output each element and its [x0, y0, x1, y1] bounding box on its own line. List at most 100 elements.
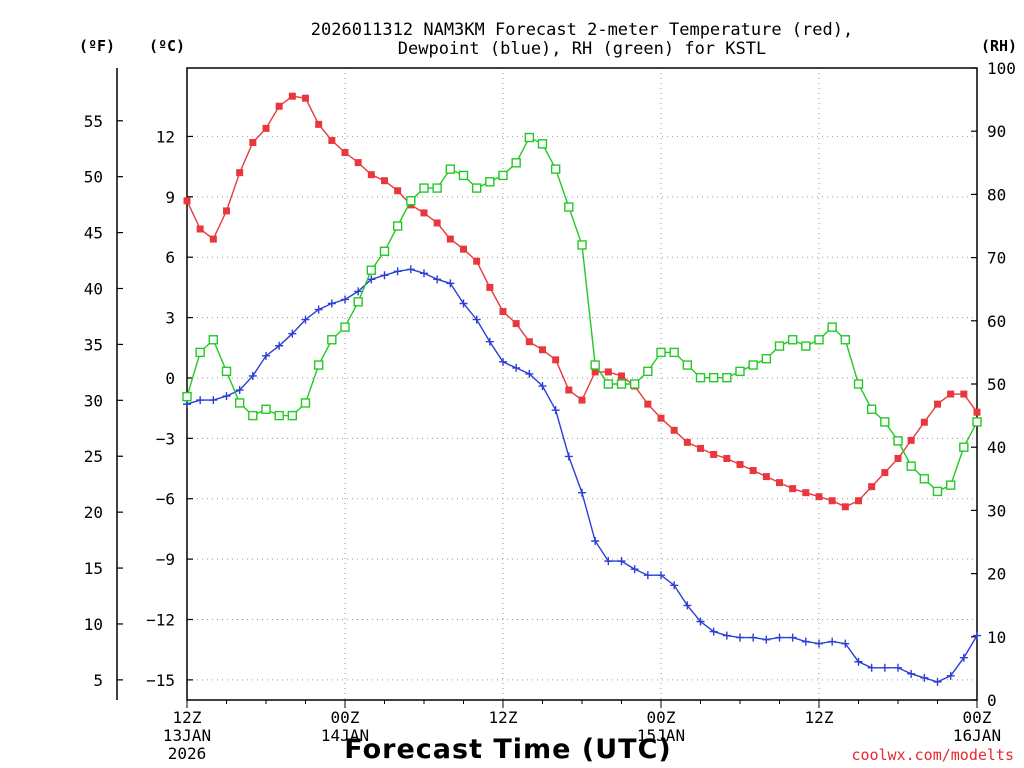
dewpoint-point [209, 396, 218, 405]
temperature-point [697, 444, 704, 452]
dewpoint-point [196, 396, 205, 405]
temperature-point [973, 408, 981, 416]
celsius-tick-label: 6 [165, 248, 175, 267]
temperature-point [802, 489, 810, 497]
dewpoint-point [683, 601, 692, 610]
rh-point [669, 347, 679, 358]
rh-point [498, 170, 508, 181]
rh-axis-label: (RH) [981, 37, 1017, 55]
dewpoint-point [301, 315, 310, 324]
rh-point [340, 322, 350, 332]
temperature-point [302, 94, 309, 102]
temperature-point [565, 386, 573, 394]
dewpoint-point [551, 406, 560, 415]
dewpoint-point [525, 369, 534, 378]
rh-point [274, 410, 284, 421]
temperature-point [354, 159, 362, 167]
temperature-point [855, 497, 862, 505]
x-tick-label-time: 12Z [489, 708, 518, 727]
temperature-point [776, 479, 783, 487]
rh-point [445, 164, 456, 174]
dewpoint-point [380, 271, 389, 280]
dewpoint-point [841, 639, 850, 648]
rh-point [590, 360, 600, 370]
rh-tick-label: 60 [987, 312, 1006, 331]
dewpoint-point [459, 299, 468, 308]
dewpoint-point [643, 571, 652, 580]
dewpoint-point [670, 581, 679, 590]
rh-point [643, 366, 653, 377]
dewpoint-point [736, 633, 744, 642]
temperature-point [446, 235, 454, 243]
x-tick-label-time: 12Z [805, 708, 834, 727]
rh-point [932, 486, 943, 497]
rh-point [748, 360, 758, 370]
rh-point [695, 372, 706, 383]
dewpoint-point [314, 305, 323, 314]
dewpoint-point [538, 382, 547, 391]
fahrenheit-tick-label: 20 [84, 503, 103, 522]
dewpoint-point [341, 295, 349, 304]
temperature-point [894, 454, 902, 462]
rh-point [577, 240, 587, 250]
rh-point [313, 360, 324, 370]
dewpoint-point [854, 657, 863, 666]
dewpoint-point [499, 357, 507, 366]
rh-point [221, 366, 232, 377]
rh-point [471, 183, 482, 193]
dewpoint-point [762, 635, 771, 644]
temperature-point [644, 400, 652, 408]
dewpoint-point [867, 663, 876, 672]
temperature-point [539, 346, 546, 354]
rh-point [945, 480, 956, 490]
rh-point [603, 379, 614, 389]
temperature-point [657, 414, 665, 422]
temperature-point [275, 102, 283, 110]
dewpoint-point [433, 275, 442, 284]
celsius-axis-label: (ºC) [149, 37, 185, 55]
fahrenheit-tick-label: 10 [84, 615, 103, 634]
fahrenheit-axis-label: (ºF) [79, 37, 115, 55]
celsius-tick-label: −6 [156, 490, 175, 509]
temperature-point [762, 473, 770, 481]
rh-point [682, 360, 693, 370]
rh-point [722, 372, 732, 383]
dewpoint-point [722, 631, 731, 640]
fahrenheit-tick-label: 25 [84, 447, 103, 466]
dewpoint-point [828, 637, 837, 646]
temperature-point [815, 493, 823, 501]
temperature-line [186, 95, 978, 508]
rh-point [735, 366, 745, 377]
dewpoint-point [630, 565, 639, 574]
dewpoint-point [393, 267, 402, 276]
rh-point [458, 170, 469, 181]
dewpoint-point [406, 265, 415, 274]
dewpoint-point [801, 637, 810, 646]
celsius-tick-label: −3 [156, 429, 175, 448]
temperature-point [841, 503, 849, 511]
temperature-point [183, 197, 191, 205]
dewpoint-point [367, 275, 376, 284]
rh-point [511, 158, 521, 168]
temperature-point [881, 469, 889, 477]
dewpoint-point [920, 673, 929, 682]
rh-point [880, 417, 890, 427]
dewpoint-point [709, 627, 718, 636]
temperature-point [828, 497, 836, 505]
celsius-tick-label: 3 [165, 309, 175, 328]
rh-point [353, 297, 363, 307]
dewpoint-point [591, 536, 600, 545]
grid-lines [187, 68, 977, 700]
dewpoint-point [235, 386, 244, 395]
temperature-point [683, 438, 691, 446]
rh-tick-label: 80 [987, 185, 1006, 204]
temperature-point [868, 483, 876, 491]
dewpoint-point [775, 633, 784, 642]
rh-point [919, 474, 930, 484]
x-tick-label-year: 2026 [168, 744, 207, 763]
temperature-point [499, 308, 507, 316]
rh-point [195, 347, 205, 358]
rh-point [432, 183, 442, 193]
